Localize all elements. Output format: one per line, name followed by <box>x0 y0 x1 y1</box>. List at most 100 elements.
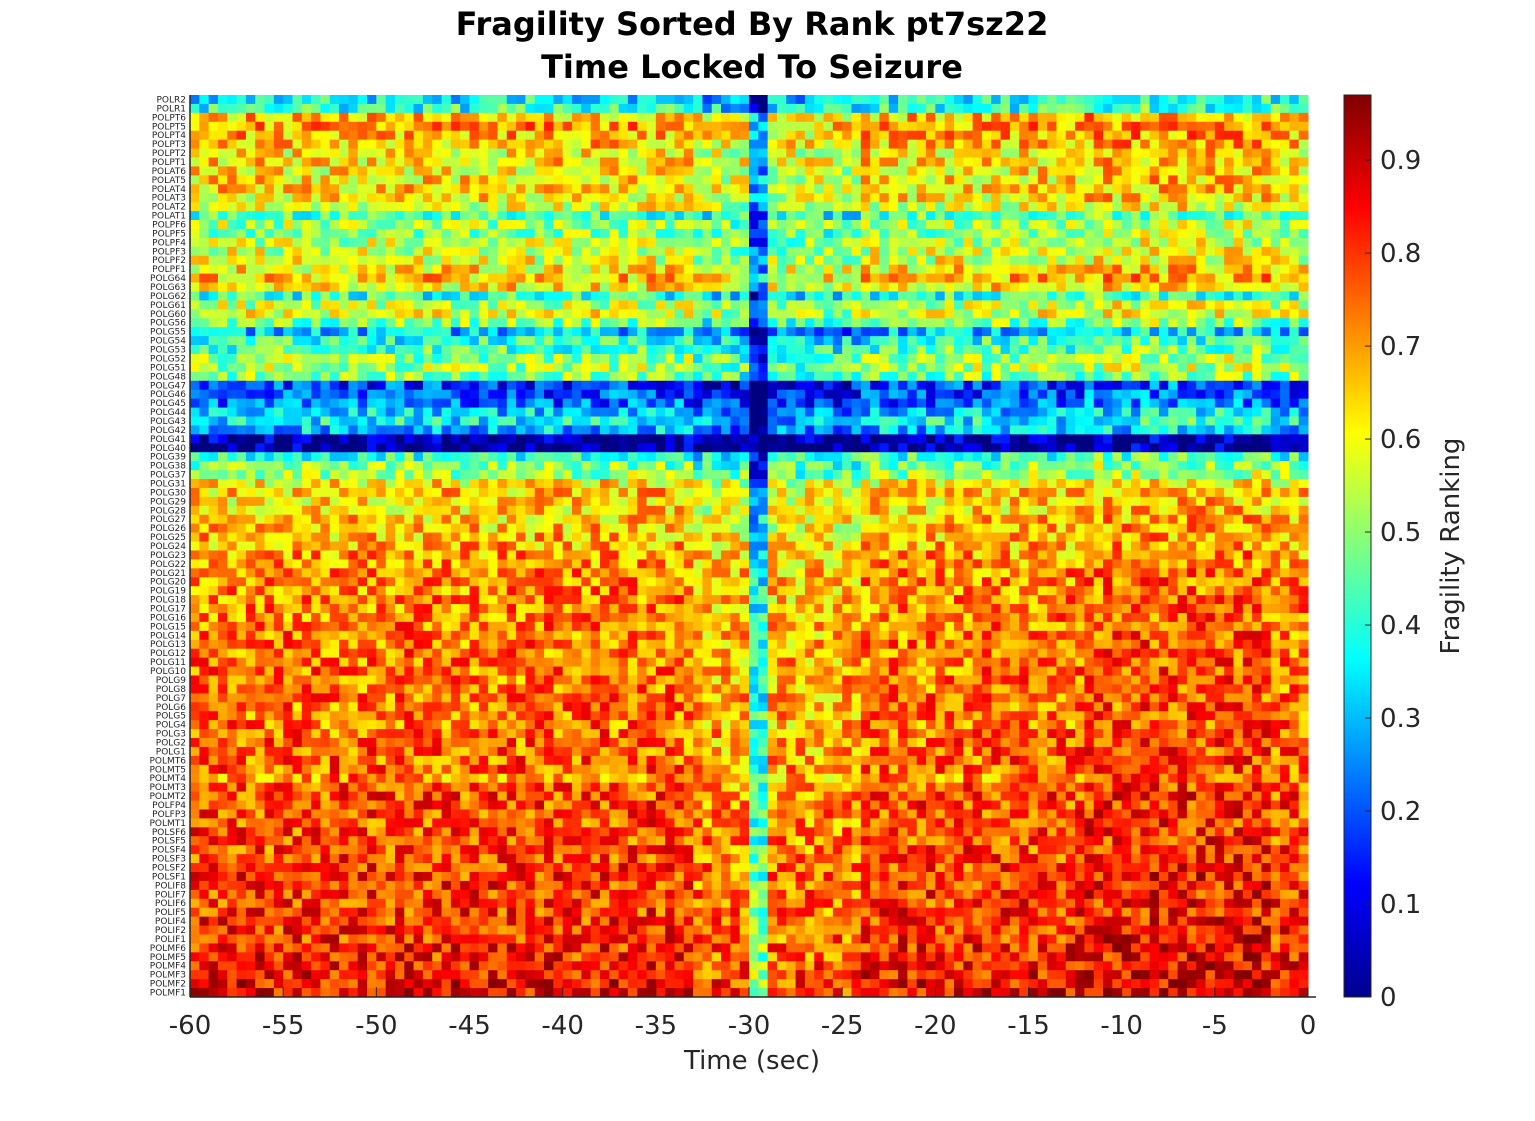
heatmap-cell <box>1093 246 1104 257</box>
heatmap-cell <box>301 300 312 310</box>
heatmap-cell <box>627 345 638 355</box>
heatmap-cell <box>1280 389 1290 400</box>
heatmap-cell <box>944 345 955 355</box>
heatmap-cell <box>963 416 974 426</box>
heatmap-cell <box>637 336 648 346</box>
heatmap-cell <box>1270 434 1281 444</box>
heatmap-cell <box>1103 309 1113 319</box>
heatmap-cell <box>581 327 592 337</box>
heatmap-cell <box>227 327 238 337</box>
heatmap-cell <box>1270 166 1281 176</box>
heatmap-cell <box>1019 193 1029 203</box>
heatmap-cell <box>627 193 638 203</box>
heatmap-cell <box>264 309 275 319</box>
heatmap-cell <box>786 416 797 426</box>
heatmap-cell <box>963 407 974 417</box>
heatmap-cell <box>497 434 508 444</box>
heatmap-cell <box>190 95 200 105</box>
heatmap-cell <box>562 148 573 159</box>
heatmap-cell <box>581 228 592 239</box>
heatmap-cell <box>795 407 806 417</box>
heatmap-cell <box>488 291 498 301</box>
heatmap-cell <box>786 407 797 417</box>
heatmap-cell <box>404 327 415 337</box>
heatmap-cell <box>981 246 992 257</box>
heatmap-cell <box>1233 246 1244 257</box>
heatmap-cell <box>739 220 750 230</box>
heatmap-cell <box>953 452 964 462</box>
heatmap-cell <box>963 237 974 248</box>
heatmap-cell <box>786 425 797 435</box>
heatmap-cell <box>488 211 498 221</box>
heatmap-cell <box>721 121 731 132</box>
heatmap-cell <box>898 211 908 221</box>
heatmap-cell <box>870 166 880 176</box>
heatmap-cell <box>534 380 545 391</box>
heatmap-cell <box>1103 175 1113 185</box>
heatmap-cell <box>618 157 629 167</box>
heatmap-cell <box>292 211 303 221</box>
heatmap-cell <box>245 139 256 150</box>
heatmap-cell <box>860 380 871 391</box>
heatmap-cell <box>1065 345 1076 355</box>
heatmap-cell <box>739 353 750 364</box>
heatmap-cell <box>711 157 722 167</box>
heatmap-cell <box>926 193 936 203</box>
heatmap-cell <box>376 327 387 337</box>
heatmap-cell <box>357 202 368 212</box>
heatmap-cell <box>1037 264 1048 275</box>
heatmap-cell <box>1065 309 1076 319</box>
heatmap-cell <box>1186 130 1197 141</box>
heatmap-cell <box>935 398 946 409</box>
heatmap-cell <box>618 318 629 328</box>
heatmap-cell <box>581 389 592 400</box>
heatmap-cell <box>1233 282 1244 292</box>
heatmap-cell <box>888 353 899 364</box>
heatmap-cell <box>1000 237 1011 248</box>
heatmap-cell <box>730 228 741 239</box>
heatmap-cell <box>208 336 219 346</box>
heatmap-cell <box>1149 211 1160 221</box>
heatmap-cell <box>972 389 983 400</box>
heatmap-cell <box>348 425 359 435</box>
heatmap-cell <box>860 309 871 319</box>
heatmap-cell <box>450 103 461 114</box>
heatmap-cell <box>469 362 480 373</box>
heatmap-cell <box>665 291 675 301</box>
heatmap-cell <box>963 371 974 382</box>
heatmap-cell <box>851 112 862 123</box>
heatmap-cell <box>553 380 564 391</box>
heatmap-cell <box>590 264 601 275</box>
heatmap-cell <box>376 193 387 203</box>
heatmap-cell <box>926 273 936 284</box>
heatmap-cell <box>217 327 228 337</box>
heatmap-cell <box>711 273 722 284</box>
heatmap-cell <box>674 309 685 319</box>
heatmap-cell <box>1205 175 1216 185</box>
heatmap-cell <box>860 371 871 382</box>
heatmap-cell <box>1168 443 1179 453</box>
heatmap-cell <box>329 300 340 310</box>
heatmap-cell <box>1242 362 1253 373</box>
heatmap-cell <box>1075 389 1085 400</box>
heatmap-cell <box>488 452 498 462</box>
heatmap-cell <box>1242 193 1253 203</box>
heatmap-cell <box>534 264 545 275</box>
heatmap-cell <box>460 211 470 221</box>
heatmap-cell <box>311 327 321 337</box>
heatmap-cell <box>199 336 210 346</box>
heatmap-cell <box>804 300 815 310</box>
heatmap-cell <box>721 103 731 114</box>
heatmap-cell <box>385 300 396 310</box>
heatmap-cell <box>1280 112 1290 123</box>
heatmap-cell <box>1019 211 1029 221</box>
heatmap-cell <box>674 228 685 239</box>
heatmap-cell <box>1084 95 1095 105</box>
heatmap-cell <box>786 291 797 301</box>
heatmap-cell <box>516 416 526 426</box>
heatmap-cell <box>832 416 843 426</box>
heatmap-cell <box>1121 380 1132 391</box>
heatmap-cell <box>1037 103 1048 114</box>
heatmap-cell <box>488 443 498 453</box>
heatmap-cell <box>357 327 368 337</box>
